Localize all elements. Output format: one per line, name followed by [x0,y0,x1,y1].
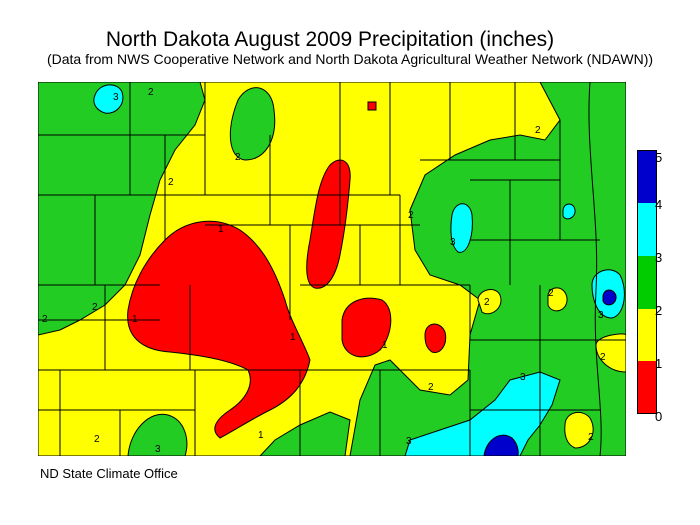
credit-text: ND State Climate Office [40,466,178,481]
legend-swatch-3-4 [637,203,657,256]
contour-label: 3 [113,92,119,103]
contour-label: 3 [450,237,456,248]
legend-swatch-0-1 [637,361,657,414]
region-green-north-central [229,87,276,161]
region-yellow-east-2 [547,287,568,312]
contour-label: 1 [290,332,296,343]
contour-label: 2 [168,177,174,188]
contour-label: 2 [42,314,48,325]
region-red-small-east [424,323,447,354]
legend-label-5: 5 [655,150,663,165]
contour-label: 1 [382,340,388,351]
region-blue-south [483,434,519,456]
contour-label: 2 [94,434,100,445]
contour-label: 2 [428,382,434,393]
contour-label: 2 [148,87,154,98]
region-red-central [127,220,311,439]
contour-label: 3 [598,310,604,321]
region-green-southwest [127,413,188,456]
legend-swatch-2-3 [637,256,657,309]
region-red-tiny-north [367,101,377,111]
region-yellow-east-1 [477,289,502,315]
region-red-center-east [341,297,392,358]
legend-label-4: 4 [655,197,663,212]
county-boundaries [38,82,626,456]
legend-swatch-4-5 [637,150,657,203]
contour-label: 2 [92,302,98,313]
region-red-north-central [306,159,351,289]
region-cyan-east-small [450,203,473,253]
contour-label: 2 [535,125,541,136]
legend-label-1: 1 [655,356,663,371]
legend-label-2: 2 [655,303,663,318]
contour-label: 1 [258,430,264,441]
region-yellow-east-4 [564,411,594,449]
contour-label: 2 [235,152,241,163]
map-subtitle: (Data from NWS Cooperative Network and N… [46,51,654,67]
contour-label: 1 [218,224,224,235]
contour-label: 2 [600,352,606,363]
legend-colorbar [637,150,657,414]
contour-label: 3 [155,444,161,455]
region-cyan-northwest [93,84,124,114]
region-blue-east [602,289,617,306]
contour-label: 2 [548,288,554,299]
region-green-south-mid [259,411,351,456]
region-green-west [38,82,206,336]
contour-label: 1 [132,314,138,325]
region-yellow-east-3 [595,333,626,373]
contour-label: 3 [406,436,412,447]
region-cyan-east-tiny [562,203,576,220]
legend-swatch-1-2 [637,309,657,361]
contour-label: 2 [484,297,490,308]
legend-label-3: 3 [655,250,663,265]
legend-label-0: 0 [655,409,663,424]
map-title: North Dakota August 2009 Precipitation (… [105,28,555,51]
contour-label: 2 [408,210,414,221]
contour-label: 3 [520,372,526,383]
contour-label: 2 [588,432,594,443]
